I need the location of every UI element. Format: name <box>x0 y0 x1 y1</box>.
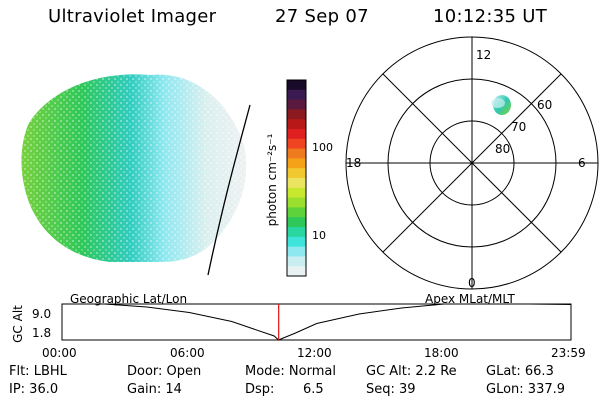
mlat-label-60: 60 <box>537 98 552 112</box>
colorbar-segment <box>287 266 306 277</box>
colorbar-segment <box>287 236 306 248</box>
orbit-altitude-line <box>62 303 572 341</box>
door-info: Door: Open <box>127 364 202 379</box>
instrument-title: Ultraviolet Imager <box>48 6 217 27</box>
dsp-info-label: Dsp: <box>245 382 275 397</box>
glat-info: GLat: 66.3 <box>486 364 554 379</box>
colorbar-segment <box>287 246 306 257</box>
seq-info: Seq: 39 <box>366 382 416 397</box>
timeline-x-tick-2359: 23:59 <box>551 346 586 360</box>
colorbar-segment <box>287 227 306 238</box>
mlat-label-80: 80 <box>495 142 510 156</box>
colorbar-segment <box>287 207 306 218</box>
colorbar-segment <box>287 217 306 228</box>
colorbar-frame <box>286 79 307 277</box>
colorbar-segment <box>287 80 306 91</box>
colorbar-segment <box>287 129 306 140</box>
mlt-label-18: 18 <box>346 156 361 170</box>
uv-earth-image <box>21 74 247 262</box>
timeline-frame <box>61 303 572 341</box>
timeline-right-title: Apex MLat/MLT <box>425 292 515 306</box>
timeline-y-label: GC Alt <box>11 305 25 343</box>
colorbar-segment <box>287 168 306 179</box>
image-time: 10:12:35 UT <box>433 6 548 27</box>
colorbar <box>286 79 307 277</box>
colorbar-segment <box>287 256 306 267</box>
colorbar-segment <box>287 158 306 169</box>
aurora-blob-halo <box>491 98 505 108</box>
glon-info: GLon: 337.9 <box>486 382 566 397</box>
colorbar-segment <box>287 109 306 120</box>
mlt-label-6: 6 <box>578 156 586 170</box>
timeline-x-tick-0000: 00:00 <box>42 346 77 360</box>
polar-plot <box>345 36 599 290</box>
mlt-label-12: 12 <box>476 48 491 62</box>
mode-info: Mode: Normal <box>245 364 336 379</box>
colorbar-tick-10: 10 <box>312 229 326 242</box>
filter-info: Flt: LBHL <box>9 364 67 379</box>
gc-alt-info: GC Alt: 2.2 Re <box>366 364 457 379</box>
timeline-x-tick-1800: 18:00 <box>424 346 459 360</box>
timeline-y-tick-max: 9.0 <box>32 307 51 321</box>
timeline-y-tick-min: 1.8 <box>32 326 51 340</box>
colorbar-label: photon cm⁻²s⁻¹ <box>265 133 279 226</box>
mlt-label-0: 0 <box>468 276 476 290</box>
colorbar-segment <box>287 99 306 110</box>
colorbar-segment <box>287 148 306 159</box>
colorbar-tick-100: 100 <box>312 141 333 154</box>
gain-info: Gain: 14 <box>127 382 182 397</box>
image-date: 27 Sep 07 <box>275 6 369 27</box>
colorbar-segment <box>287 178 306 189</box>
terminator-line <box>207 104 251 276</box>
colorbar-segment <box>287 89 306 101</box>
mlat-label-70: 70 <box>511 120 526 134</box>
ip-info: IP: 36.0 <box>9 382 59 397</box>
colorbar-segment <box>287 138 306 150</box>
dsp-info-value: 6.5 <box>303 382 324 397</box>
colorbar-segment <box>287 119 306 130</box>
timeline-plot <box>62 303 572 341</box>
timeline-x-tick-1200: 12:00 <box>297 346 332 360</box>
colorbar-segment <box>287 187 306 199</box>
colorbar-segment <box>287 197 306 208</box>
timeline-x-tick-0600: 06:00 <box>170 346 205 360</box>
timeline-left-title: Geographic Lat/Lon <box>70 292 187 306</box>
